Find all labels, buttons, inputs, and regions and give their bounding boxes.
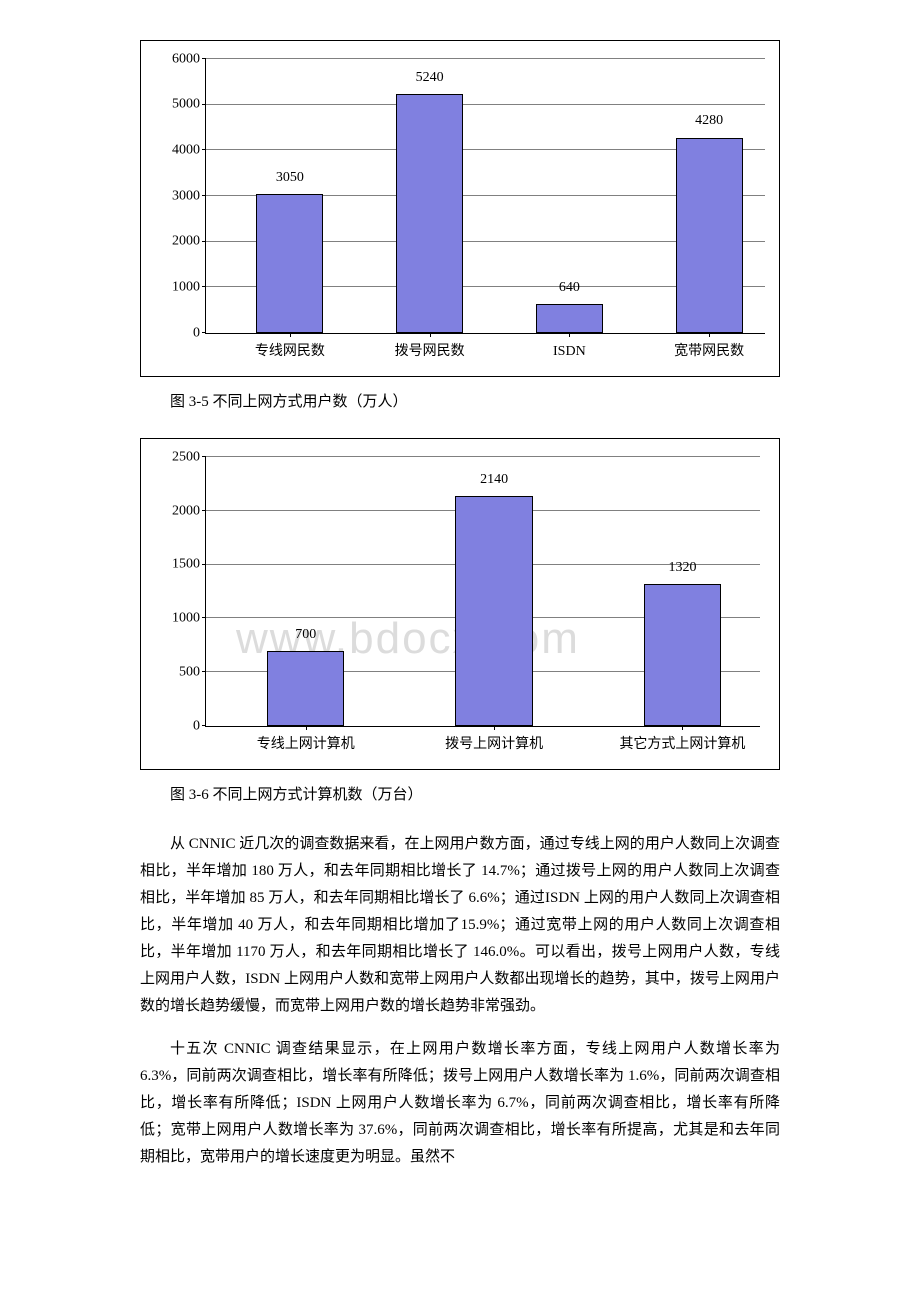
chart-bar [455, 496, 533, 726]
chart-y-tick-mark [202, 58, 206, 59]
chart-x-tick-mark [682, 726, 683, 730]
chart-2-container: www.bdocx.com 05001000150020002500700专线上… [140, 438, 780, 770]
chart-y-tick-label: 2000 [172, 229, 206, 254]
chart-x-tick-label: 拨号上网计算机 [445, 726, 543, 757]
chart-1-container: 0 1000 2000 3000 4000 5000 6000 3050 专线网民数 5240 拨号… [140, 40, 780, 377]
chart-1-caption: 图 3-5 不同上网方式用户数（万人） [140, 389, 780, 416]
chart-x-tick-label: 专线网民数 [255, 333, 325, 364]
chart-bar-value-label: 640 [559, 275, 580, 300]
chart-y-tick-label: 3000 [172, 183, 206, 208]
chart-2-plot: 05001000150020002500700专线上网计算机2140拨号上网计算… [205, 457, 760, 727]
chart-bar [256, 194, 323, 333]
chart-y-tick-mark [202, 332, 206, 333]
chart-x-tick-label: 其它方式上网计算机 [619, 726, 745, 757]
chart-x-tick-mark [709, 333, 710, 337]
chart-y-tick-mark [202, 241, 206, 242]
chart-x-tick-label: 专线上网计算机 [257, 726, 355, 757]
chart-x-tick-mark [569, 333, 570, 337]
chart-y-tick-label: 2500 [172, 444, 206, 469]
chart-1-plot: 01000200030004000500060003050专线网民数5240拨号… [205, 59, 765, 334]
chart-gridline [206, 104, 765, 105]
chart-bar-value-label: 2140 [480, 467, 508, 492]
chart-bar [396, 94, 463, 333]
chart-y-tick-label: 2000 [172, 498, 206, 523]
chart-x-tick-label: ISDN [553, 333, 586, 364]
chart-bar-value-label: 1320 [668, 555, 696, 580]
chart-x-tick-label: 拨号网民数 [395, 333, 465, 364]
chart-y-tick-mark [202, 617, 206, 618]
chart-y-tick-label: 0 [193, 713, 206, 738]
chart-y-tick-mark [202, 286, 206, 287]
chart-y-tick-mark [202, 725, 206, 726]
chart-y-tick-label: 500 [179, 660, 206, 685]
chart-bar-value-label: 3050 [276, 165, 304, 190]
chart-y-tick-mark [202, 671, 206, 672]
chart-bar-value-label: 700 [295, 622, 316, 647]
chart-y-tick-mark [202, 456, 206, 457]
chart-bar [267, 651, 345, 726]
chart-x-tick-mark [290, 333, 291, 337]
chart-y-tick-label: 1000 [172, 275, 206, 300]
chart-x-tick-mark [306, 726, 307, 730]
chart-y-tick-label: 1500 [172, 552, 206, 577]
chart-y-tick-mark [202, 104, 206, 105]
chart-y-tick-label: 4000 [172, 138, 206, 163]
chart-gridline [206, 58, 765, 59]
body-paragraph-1: 从 CNNIC 近几次的调查数据来看，在上网用户数方面，通过专线上网的用户人数同… [140, 831, 780, 1020]
chart-y-tick-label: 1000 [172, 606, 206, 631]
chart-x-tick-mark [430, 333, 431, 337]
body-paragraph-2: 十五次 CNNIC 调查结果显示，在上网用户数增长率方面，专线上网用户人数增长率… [140, 1036, 780, 1171]
chart-y-tick-label: 0 [193, 320, 206, 345]
chart-gridline [206, 456, 760, 457]
chart-bar [536, 304, 603, 333]
chart-bar-value-label: 4280 [695, 108, 723, 133]
chart-bar-value-label: 5240 [416, 65, 444, 90]
chart-bar [644, 584, 722, 726]
chart-y-tick-mark [202, 195, 206, 196]
chart-y-tick-mark [202, 149, 206, 150]
chart-bar [676, 138, 743, 333]
chart-y-tick-label: 6000 [172, 46, 206, 71]
chart-y-tick-label: 5000 [172, 92, 206, 117]
chart-x-tick-label: 宽带网民数 [674, 333, 744, 364]
chart-2-caption: 图 3-6 不同上网方式计算机数（万台） [140, 782, 780, 809]
chart-y-tick-mark [202, 564, 206, 565]
chart-y-tick-mark [202, 510, 206, 511]
chart-x-tick-mark [494, 726, 495, 730]
